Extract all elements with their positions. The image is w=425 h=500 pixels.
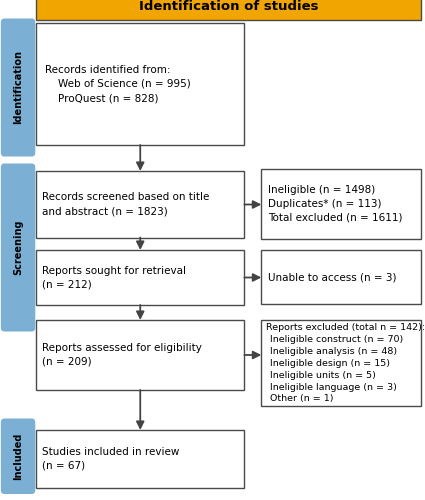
- Text: Web of Science (n = 995): Web of Science (n = 995): [45, 79, 190, 89]
- FancyBboxPatch shape: [36, 250, 244, 305]
- FancyBboxPatch shape: [36, 320, 244, 390]
- Text: Ineligible language (n = 3): Ineligible language (n = 3): [270, 382, 397, 392]
- Text: (n = 67): (n = 67): [42, 461, 85, 471]
- Text: Ineligible units (n = 5): Ineligible units (n = 5): [270, 370, 376, 380]
- Text: (n = 212): (n = 212): [42, 280, 92, 289]
- Text: Unable to access (n = 3): Unable to access (n = 3): [268, 272, 396, 282]
- FancyBboxPatch shape: [261, 320, 421, 406]
- FancyBboxPatch shape: [36, 171, 244, 237]
- FancyBboxPatch shape: [1, 418, 35, 494]
- Text: Ineligible (n = 1498): Ineligible (n = 1498): [268, 185, 375, 195]
- FancyBboxPatch shape: [36, 22, 244, 145]
- Text: Reports sought for retrieval: Reports sought for retrieval: [42, 266, 187, 276]
- Text: ProQuest (n = 828): ProQuest (n = 828): [45, 93, 158, 103]
- Text: Reports excluded (total n = 142):: Reports excluded (total n = 142):: [266, 322, 425, 332]
- Text: Records identified from:: Records identified from:: [45, 65, 170, 75]
- Text: Duplicates* (n = 113): Duplicates* (n = 113): [268, 199, 381, 209]
- Text: Included: Included: [13, 432, 23, 480]
- FancyBboxPatch shape: [1, 18, 35, 156]
- Text: Screening: Screening: [13, 220, 23, 275]
- Text: (n = 209): (n = 209): [42, 357, 92, 367]
- FancyBboxPatch shape: [36, 0, 421, 20]
- Text: Reports assessed for eligibility: Reports assessed for eligibility: [42, 343, 202, 353]
- Text: Total excluded (n = 1611): Total excluded (n = 1611): [268, 213, 402, 223]
- Text: Ineligible analysis (n = 48): Ineligible analysis (n = 48): [270, 346, 397, 356]
- Text: Studies included in review: Studies included in review: [42, 447, 180, 457]
- FancyBboxPatch shape: [36, 430, 244, 488]
- FancyBboxPatch shape: [1, 164, 35, 332]
- Text: Other (n = 1): Other (n = 1): [270, 394, 333, 404]
- Text: Ineligible construct (n = 70): Ineligible construct (n = 70): [270, 334, 403, 344]
- Text: Records screened based on title: Records screened based on title: [42, 192, 210, 202]
- FancyBboxPatch shape: [261, 250, 421, 304]
- Text: and abstract (n = 1823): and abstract (n = 1823): [42, 206, 168, 216]
- FancyBboxPatch shape: [261, 169, 421, 239]
- Text: Identification of studies: Identification of studies: [139, 0, 318, 13]
- Text: Ineligible design (n = 15): Ineligible design (n = 15): [270, 358, 390, 368]
- Text: Identification: Identification: [13, 50, 23, 124]
